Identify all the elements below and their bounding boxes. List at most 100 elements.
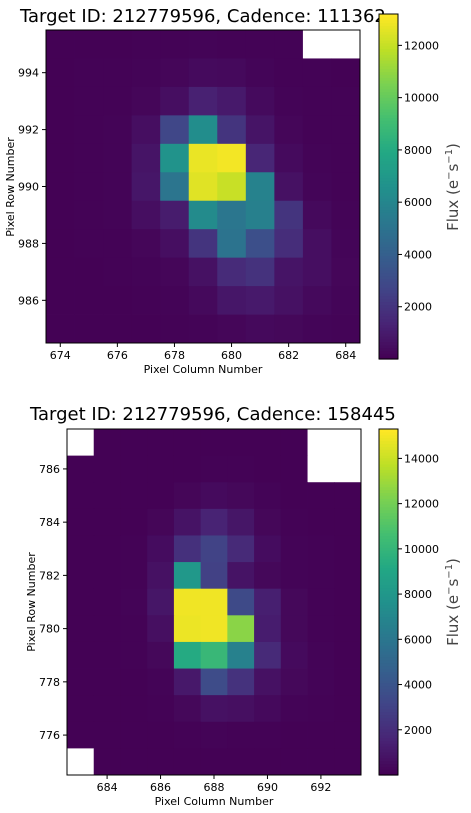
p1-cell-r986-c675 bbox=[74, 286, 104, 315]
panel-2-colorbar-ticks: 2000 4000 6000 8000 10000 12000 14000 bbox=[398, 452, 439, 737]
p1-cell-r988-c679 bbox=[188, 229, 218, 259]
p2-colorbar-step-7 bbox=[379, 751, 398, 756]
p2-colorbar-step-111 bbox=[379, 452, 398, 456]
p2-colorbar-step-61 bbox=[379, 596, 398, 600]
p2-colorbar-step-113 bbox=[379, 446, 398, 450]
p2-cell-r785-c687 bbox=[173, 482, 202, 510]
p2-cell-r783-c685 bbox=[120, 535, 148, 563]
p2-cell-r787-c683 bbox=[67, 429, 95, 457]
p2-cell-r782-c691 bbox=[280, 562, 308, 590]
p1-cell-r991-c679 bbox=[188, 143, 218, 173]
p2-colorbar-step-98 bbox=[379, 489, 398, 494]
p1-colorbar-step-98 bbox=[379, 74, 398, 78]
p1-cell-r993-c684 bbox=[331, 86, 361, 116]
p1-y-tick-label-994: 994 bbox=[18, 67, 39, 80]
p2-cell-r778-c693 bbox=[334, 668, 362, 696]
panel-2: Target ID: 212779596, Cadence: 158445 68… bbox=[25, 404, 462, 808]
p2-colorbar-step-33 bbox=[379, 676, 398, 681]
p2-x-tick-label-690: 690 bbox=[257, 781, 278, 794]
p1-colorbar-step-64 bbox=[379, 172, 398, 176]
p2-colorbar-step-74 bbox=[379, 558, 398, 563]
p2-cell-r784-c693 bbox=[334, 508, 362, 536]
p1-colorbar-step-86 bbox=[379, 108, 398, 113]
p1-cell-r989-c676 bbox=[103, 200, 133, 230]
p1-cell-r987-c677 bbox=[131, 257, 161, 287]
p2-cell-r780-c686 bbox=[147, 615, 175, 643]
p2-colorbar-step-22 bbox=[379, 708, 398, 713]
p1-cell-r991-c680 bbox=[217, 143, 247, 173]
p1-cell-r986-c678 bbox=[160, 286, 190, 315]
p1-colorbar-step-23 bbox=[379, 290, 398, 294]
p2-cell-r779-c693 bbox=[334, 641, 362, 669]
p1-colorbar-step-102 bbox=[379, 62, 398, 67]
p1-cell-r992-c684 bbox=[331, 115, 361, 145]
p2-colorbar-step-95 bbox=[379, 498, 398, 502]
p1-cell-r987-c680 bbox=[217, 257, 247, 287]
p1-colorbar-step-6 bbox=[379, 338, 398, 343]
p2-cell-r785-c691 bbox=[280, 482, 308, 510]
p1-colorbar-step-83 bbox=[379, 117, 398, 121]
p2-colorbar-step-27 bbox=[379, 694, 398, 698]
p2-cell-r776-c689 bbox=[227, 721, 255, 749]
p1-cell-r985-c678 bbox=[160, 314, 190, 344]
p2-cell-r777-c686 bbox=[147, 695, 175, 723]
p2-colorbar-step-48 bbox=[379, 633, 398, 638]
p2-cell-r777-c684 bbox=[93, 695, 121, 723]
p1-cell-r992-c677 bbox=[131, 115, 161, 145]
p1-cell-r995-c677 bbox=[131, 30, 161, 59]
p2-cell-r784-c689 bbox=[227, 508, 255, 536]
p2-cell-r777-c690 bbox=[254, 695, 282, 723]
p1-colorbar-step-22 bbox=[379, 292, 398, 297]
p1-cell-r986-c679 bbox=[188, 286, 218, 315]
p1-colorbar-step-112 bbox=[379, 34, 398, 38]
p2-colorbar-step-92 bbox=[379, 506, 398, 511]
p2-cell-r780-c691 bbox=[280, 615, 308, 643]
p2-cell-r787-c685 bbox=[120, 429, 148, 457]
p2-x-tick-label-692: 692 bbox=[310, 781, 331, 794]
p2-cell-r781-c683 bbox=[67, 588, 95, 616]
p1-cell-r993-c675 bbox=[74, 86, 104, 116]
p1-cell-r991-c677 bbox=[131, 143, 161, 173]
p1-cell-r990-c677 bbox=[131, 172, 161, 202]
p2-cell-r783-c686 bbox=[147, 535, 175, 563]
p1-y-tick-label-992: 992 bbox=[18, 124, 39, 137]
p2-colorbar-tick-label-6000: 6000 bbox=[404, 633, 432, 646]
p1-colorbar-step-111 bbox=[379, 37, 398, 41]
p2-cell-r777-c692 bbox=[307, 695, 335, 723]
p1-colorbar-step-96 bbox=[379, 80, 398, 84]
p2-cell-r782-c687 bbox=[173, 562, 202, 590]
p2-cell-r775-c684 bbox=[93, 748, 121, 776]
p2-colorbar-step-0 bbox=[379, 772, 398, 776]
p2-colorbar-step-103 bbox=[379, 475, 398, 479]
p1-cell-r989-c684 bbox=[331, 200, 361, 230]
p2-cell-r784-c691 bbox=[280, 508, 308, 536]
p1-x-tick-label-676: 676 bbox=[107, 349, 128, 362]
p2-colorbar-step-57 bbox=[379, 607, 398, 612]
p1-colorbar-step-8 bbox=[379, 333, 398, 337]
p2-cell-r775-c683 bbox=[67, 748, 95, 776]
p2-colorbar-step-46 bbox=[379, 639, 398, 643]
p2-colorbar-step-2 bbox=[379, 766, 398, 770]
p2-cell-r781-c685 bbox=[120, 588, 148, 616]
p1-colorbar-step-74 bbox=[379, 143, 398, 147]
p1-colorbar-step-107 bbox=[379, 48, 398, 52]
p2-cell-r778-c689 bbox=[227, 668, 255, 696]
p1-cell-r989-c674 bbox=[46, 200, 75, 230]
p2-colorbar-step-65 bbox=[379, 584, 398, 589]
p1-colorbar-step-20 bbox=[379, 298, 398, 303]
p2-colorbar-step-76 bbox=[379, 552, 398, 557]
p1-cell-r992-c674 bbox=[46, 115, 75, 145]
panel-2-colorbar-frame bbox=[378, 428, 399, 776]
p2-colorbar-step-110 bbox=[379, 454, 398, 459]
p1-cell-r993-c682 bbox=[274, 86, 304, 116]
p2-cell-r786-c686 bbox=[147, 455, 175, 483]
p1-cell-r990-c679 bbox=[188, 172, 218, 202]
p2-x-tick-label-688: 688 bbox=[204, 781, 225, 794]
p2-colorbar-step-85 bbox=[379, 527, 398, 531]
p2-cell-r778-c691 bbox=[280, 668, 308, 696]
p1-cell-r985-c681 bbox=[245, 314, 275, 344]
p2-colorbar-step-63 bbox=[379, 590, 398, 594]
p1-cell-r995-c675 bbox=[74, 30, 104, 59]
p1-cell-r991-c674 bbox=[46, 143, 75, 173]
panel-1-heatmap bbox=[46, 30, 361, 344]
